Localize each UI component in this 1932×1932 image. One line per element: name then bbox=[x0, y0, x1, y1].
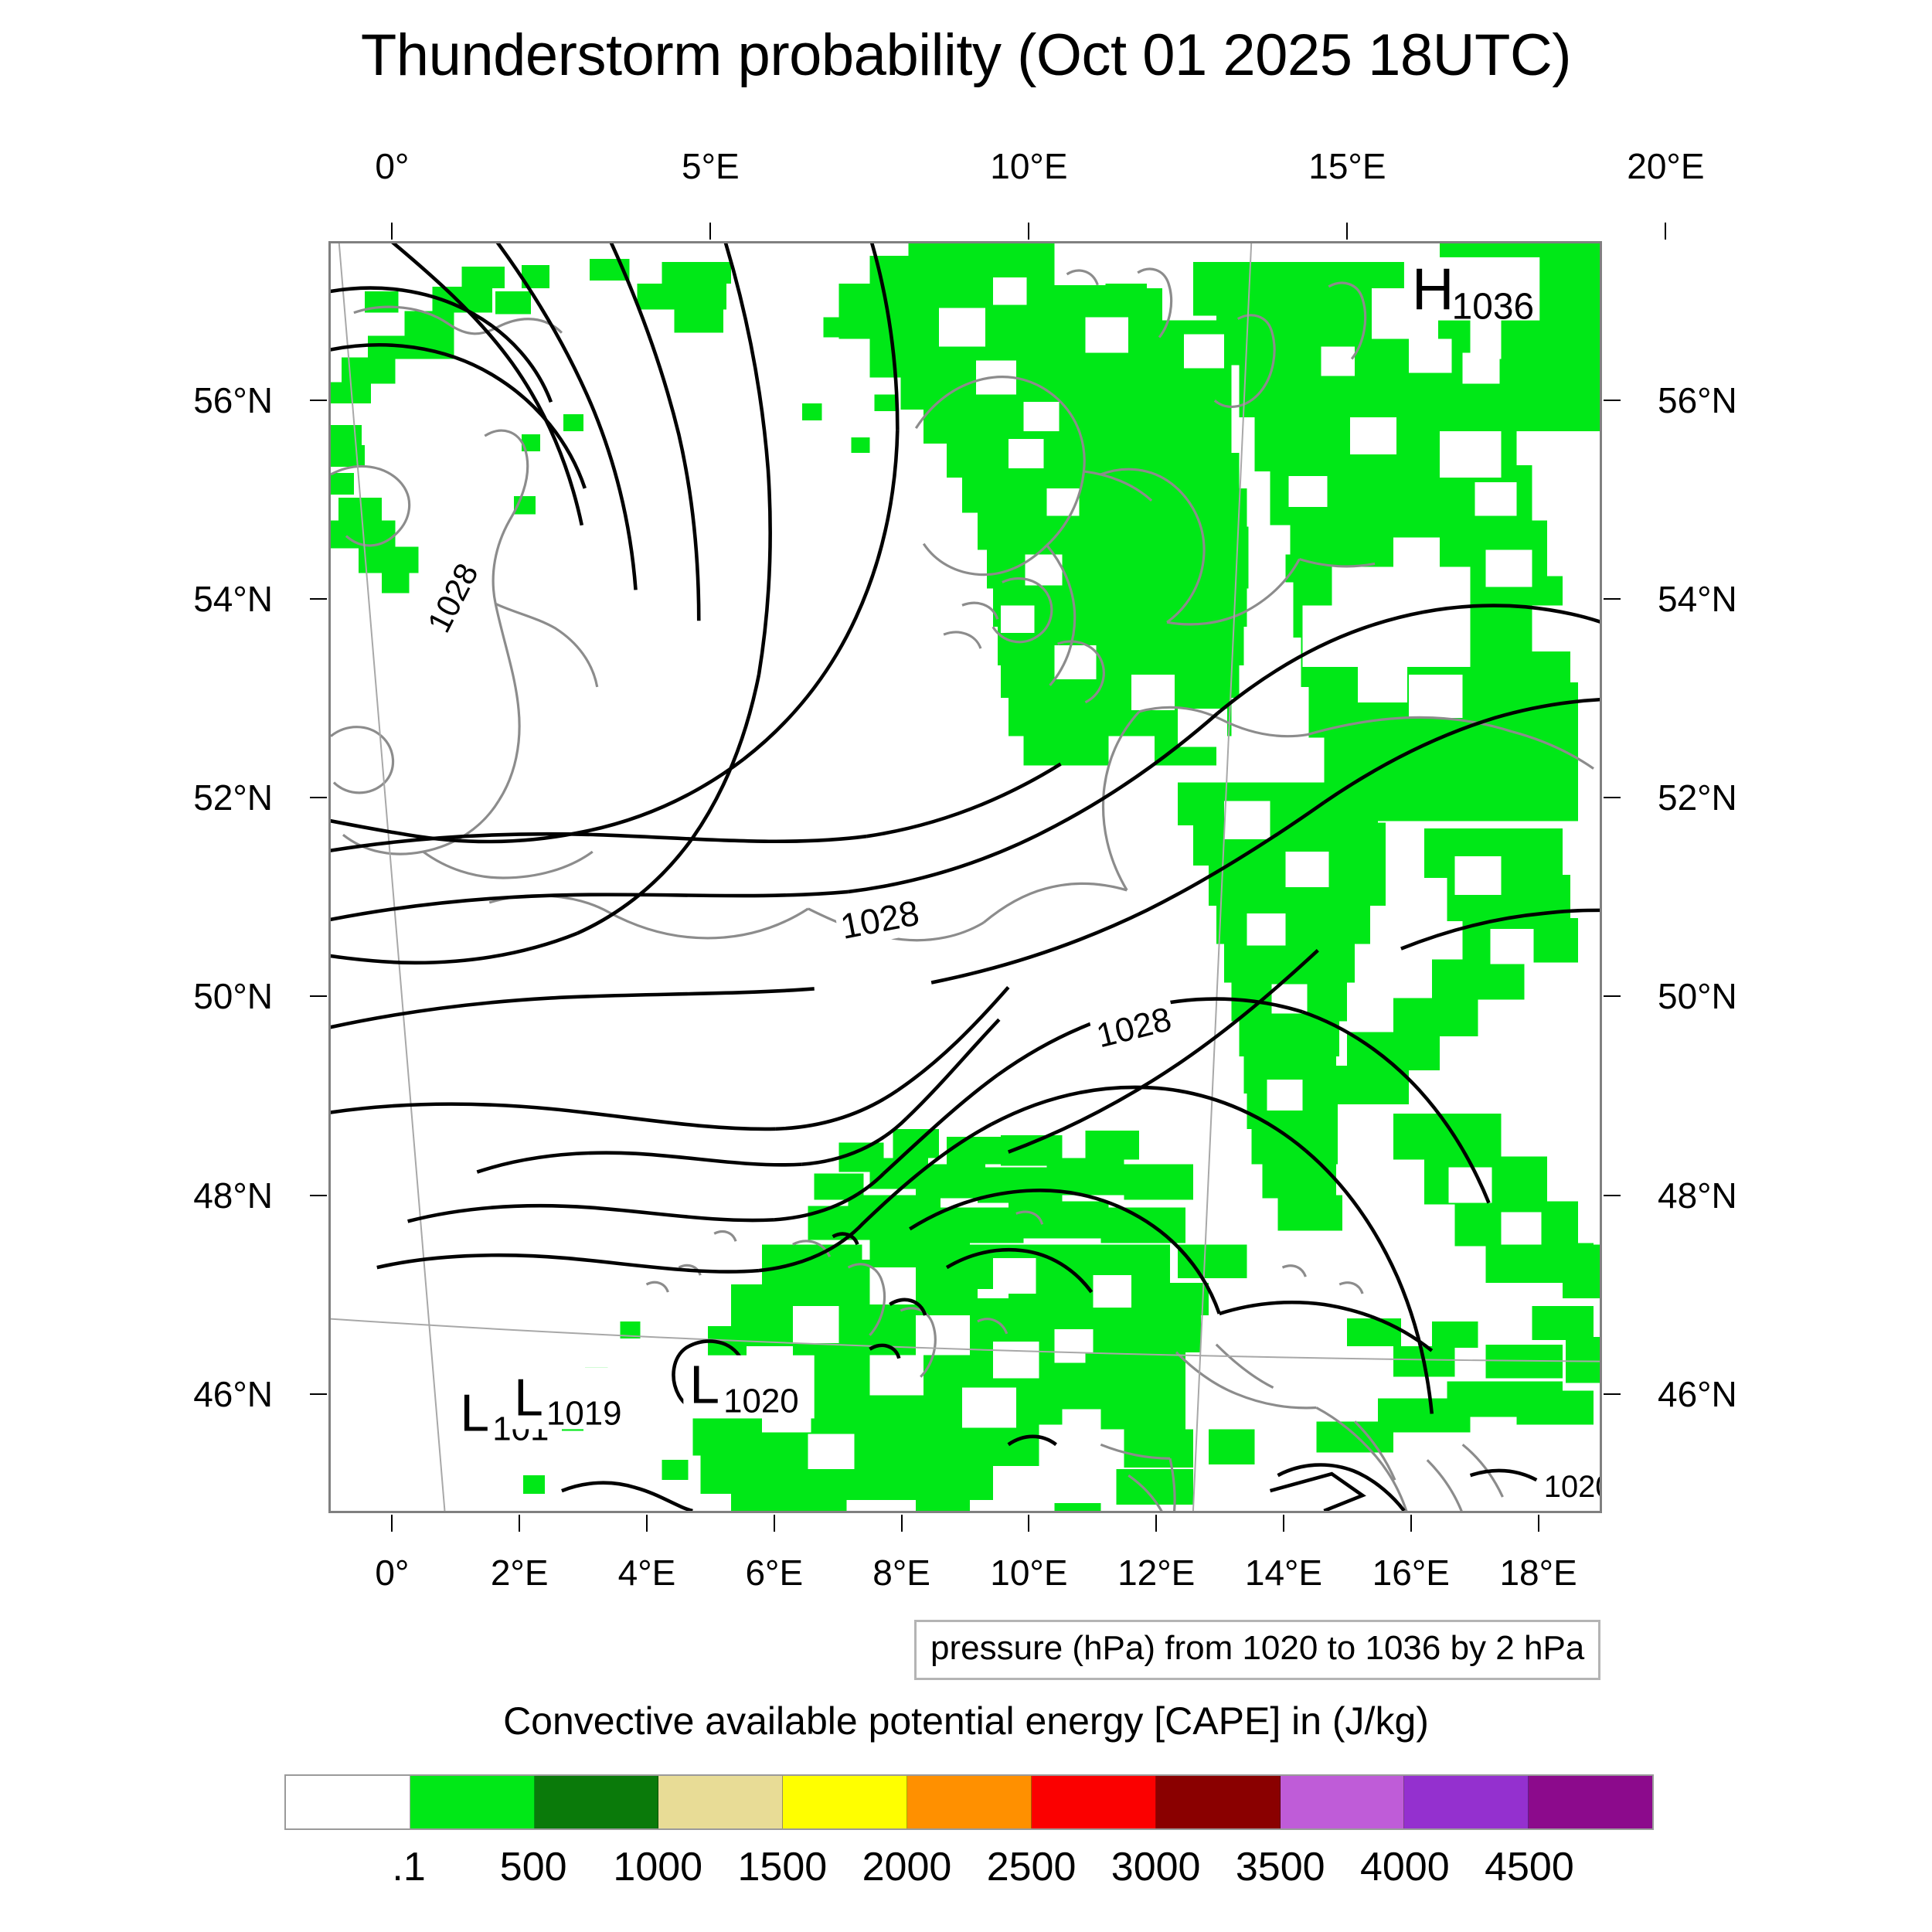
isobar-layer bbox=[331, 243, 1600, 1511]
low-center-value-3: 1020 bbox=[723, 1382, 799, 1420]
map-canvas: 1028 1028 1028 1020 H 1036 bbox=[331, 243, 1600, 1511]
lat-label-right-54: 54°N bbox=[1658, 578, 1737, 619]
lon-tick-bottom-8 bbox=[900, 1515, 903, 1532]
lat-tick-left-54 bbox=[310, 597, 327, 600]
lon-label-top-0: 0° bbox=[375, 146, 410, 186]
lon-label-bottom-8: 8°E bbox=[872, 1553, 930, 1593]
colorbar-tick-4500: 4500 bbox=[1485, 1845, 1574, 1889]
pressure-center-layer: H 1036 L 101 L 1019 L 1020 bbox=[454, 257, 1540, 1447]
lat-label-left-50: 50°N bbox=[193, 976, 273, 1017]
lat-label-right-48: 48°N bbox=[1658, 1175, 1737, 1216]
colorbar-cell-5[interactable] bbox=[907, 1776, 1032, 1828]
lat-label-right-50: 50°N bbox=[1658, 976, 1737, 1017]
lon-label-bottom-6: 6°E bbox=[745, 1553, 804, 1593]
colorbar-tick-500: 500 bbox=[499, 1845, 567, 1889]
lon-label-bottom-14: 14°E bbox=[1244, 1553, 1323, 1593]
lon-label-top-5: 5°E bbox=[682, 146, 740, 186]
lat-tick-right-54 bbox=[1604, 597, 1621, 600]
graticule-layer bbox=[331, 243, 1600, 1511]
lon-tick-bottom-14 bbox=[1283, 1515, 1284, 1532]
contour-label-1020-se: 1020 bbox=[1544, 1470, 1600, 1504]
lat-tick-left-50 bbox=[310, 995, 327, 998]
lon-label-bottom-18: 18°E bbox=[1499, 1553, 1577, 1593]
cape-colorbar[interactable] bbox=[284, 1774, 1654, 1830]
lat-tick-left-46 bbox=[310, 1393, 327, 1395]
lon-label-top-15: 15°E bbox=[1308, 146, 1386, 186]
lon-tick-bottom-0 bbox=[391, 1515, 393, 1532]
colorbar-cell-1[interactable] bbox=[410, 1776, 535, 1828]
lat-label-right-56: 56°N bbox=[1658, 379, 1737, 420]
contour-label-1028-se: 1028 bbox=[1093, 1000, 1175, 1055]
colorbar-cell-6[interactable] bbox=[1031, 1776, 1156, 1828]
lon-label-bottom-10: 10°E bbox=[990, 1553, 1068, 1593]
lon-tick-bottom-10 bbox=[1028, 1515, 1030, 1532]
lon-tick-bottom-18 bbox=[1537, 1515, 1539, 1532]
lon-tick-bottom-6 bbox=[773, 1515, 775, 1532]
colorbar-tick-.1: .1 bbox=[392, 1845, 426, 1889]
lat-label-right-52: 52°N bbox=[1658, 777, 1737, 818]
colorbar-cell-8[interactable] bbox=[1280, 1776, 1405, 1828]
coastline-layer bbox=[331, 267, 1594, 1511]
lat-label-left-48: 48°N bbox=[193, 1175, 273, 1216]
high-center-letter: H bbox=[1412, 257, 1454, 323]
lat-tick-right-48 bbox=[1604, 1194, 1621, 1196]
lon-tick-top-20 bbox=[1665, 223, 1667, 240]
lon-label-top-10: 10°E bbox=[990, 146, 1068, 186]
lon-tick-bottom-2 bbox=[519, 1515, 521, 1532]
cape-shading-layer bbox=[331, 243, 1600, 1511]
lat-label-left-56: 56°N bbox=[193, 379, 273, 420]
lon-label-bottom-16: 16°E bbox=[1372, 1553, 1450, 1593]
lon-label-bottom-12: 12°E bbox=[1117, 1553, 1196, 1593]
pressure-legend-box: pressure (hPa) from 1020 to 1036 by 2 hP… bbox=[914, 1620, 1601, 1680]
lat-tick-right-46 bbox=[1604, 1393, 1621, 1395]
lon-label-bottom-2: 2°E bbox=[490, 1553, 549, 1593]
page-title: Thunderstorm probability (Oct 01 2025 18… bbox=[360, 22, 1572, 88]
lat-label-right-46: 46°N bbox=[1658, 1373, 1737, 1414]
colorbar-tick-3000: 3000 bbox=[1111, 1845, 1201, 1889]
lon-tick-top-15 bbox=[1346, 223, 1349, 240]
lat-label-left-52: 52°N bbox=[193, 777, 273, 818]
colorbar-cell-4[interactable] bbox=[783, 1776, 908, 1828]
lon-tick-top-5 bbox=[709, 223, 712, 240]
lat-tick-right-52 bbox=[1604, 797, 1621, 799]
colorbar-tick-labels: .1 500 1000 1500 2000 2500 3000 3500 4000 4500 bbox=[284, 1844, 1654, 1898]
lon-label-bottom-4: 4°E bbox=[617, 1553, 676, 1593]
lon-label-top-20: 20°E bbox=[1627, 146, 1705, 186]
lat-tick-left-48 bbox=[310, 1194, 327, 1196]
lon-tick-top-10 bbox=[1028, 223, 1030, 240]
lon-label-bottom-0: 0° bbox=[375, 1553, 410, 1593]
colorbar-tick-2000: 2000 bbox=[862, 1845, 952, 1889]
low-center-value-2: 1019 bbox=[546, 1394, 622, 1432]
high-center-value: 1036 bbox=[1452, 287, 1534, 328]
colorbar-cell-3[interactable] bbox=[658, 1776, 784, 1828]
lon-tick-top-0 bbox=[391, 223, 393, 240]
colorbar-cell-0[interactable] bbox=[286, 1776, 410, 1828]
colorbar-tick-1000: 1000 bbox=[613, 1845, 703, 1889]
colorbar-tick-1500: 1500 bbox=[737, 1845, 828, 1889]
colorbar-tick-2500: 2500 bbox=[986, 1845, 1077, 1889]
low-center-letter-1: L bbox=[460, 1384, 489, 1442]
colorbar-cell-10[interactable] bbox=[1529, 1776, 1652, 1828]
colorbar-cell-7[interactable] bbox=[1155, 1776, 1281, 1828]
lat-tick-left-52 bbox=[310, 797, 327, 799]
colorbar-cell-9[interactable] bbox=[1404, 1776, 1529, 1828]
low-center-letter-2: L bbox=[514, 1369, 543, 1427]
lat-label-left-54: 54°N bbox=[193, 578, 273, 619]
map-plot-area: 1028 1028 1028 1020 H 1036 bbox=[328, 241, 1602, 1513]
colorbar-tick-4000: 4000 bbox=[1359, 1845, 1450, 1889]
lon-tick-bottom-4 bbox=[646, 1515, 648, 1532]
contour-label-1028-mid: 1028 bbox=[838, 893, 923, 947]
colorbar-caption: Convective available potential energy [C… bbox=[503, 1699, 1429, 1743]
low-center-letter-3: L bbox=[689, 1355, 719, 1415]
lat-tick-right-56 bbox=[1604, 399, 1621, 401]
colorbar-tick-3500: 3500 bbox=[1235, 1845, 1325, 1889]
lat-tick-left-56 bbox=[310, 399, 327, 401]
lat-label-left-46: 46°N bbox=[193, 1373, 273, 1414]
colorbar-cell-2[interactable] bbox=[534, 1776, 659, 1828]
lon-tick-bottom-12 bbox=[1155, 1515, 1158, 1532]
lat-tick-right-50 bbox=[1604, 995, 1621, 998]
lon-tick-bottom-16 bbox=[1410, 1515, 1412, 1532]
